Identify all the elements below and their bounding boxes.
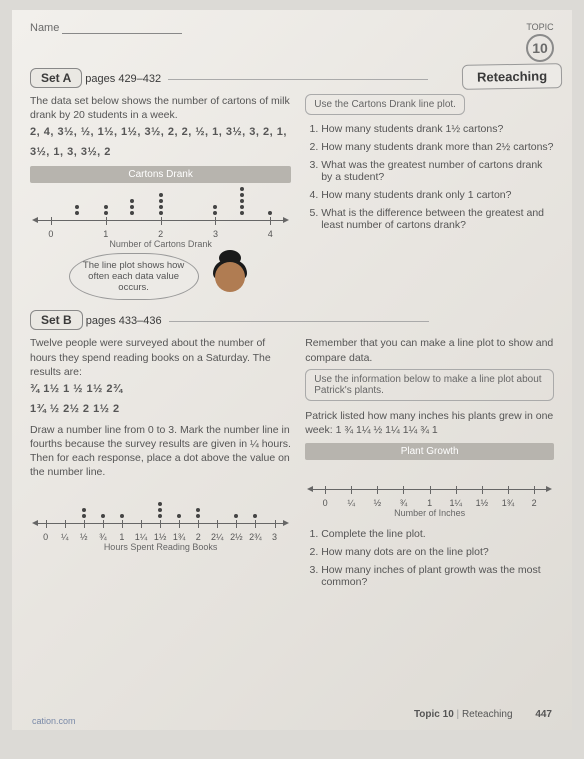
patrick-text: Patrick listed how many inches his plant… [305,409,554,437]
footer-section: Reteaching [462,709,513,720]
q-a1: How many students drank 1½ cartons? [321,123,554,135]
set-b-questions: Complete the line plot. How many dots ar… [321,528,554,588]
set-a-questions: How many students drank 1½ cartons? How … [321,123,554,231]
set-b-intro: Twelve people were surveyed about the nu… [30,336,291,379]
cartons-chart-title: Cartons Drank [30,166,291,183]
page-footer: Topic 10 | Reteaching 447 [414,709,552,720]
set-a-columns: The data set below shows the number of c… [30,94,554,300]
tick-0: 0 [48,229,53,239]
bt4: 1 [119,532,124,542]
plant-chart-title: Plant Growth [305,443,554,460]
top-row: Name TOPIC 10 [30,22,554,62]
q-b3: How many inches of plant growth was the … [321,564,554,588]
name-field: Name [30,22,182,34]
bt6: 1½ [154,532,167,542]
reteaching-tab: Reteaching [462,63,562,90]
set-a-right: Use the Cartons Drank line plot. How man… [305,94,554,300]
tick-3: 3 [213,229,218,239]
rt2: ½ [374,498,382,508]
bt0: 0 [43,532,48,542]
edu-watermark: cation.com [32,716,76,726]
bt12: 3 [272,532,277,542]
q-a3: What was the greatest number of cartons … [321,159,554,183]
set-a-data2: 3½, 1, 3, 3½, 2 [30,146,291,158]
rt6: 1½ [476,498,489,508]
remember-text: Remember that you can make a line plot t… [305,336,554,364]
set-b-columns: Twelve people were surveyed about the nu… [30,336,554,594]
bt8: 2 [196,532,201,542]
set-b-hint: Use the information below to make a line… [305,369,554,401]
avatar-icon [207,254,253,300]
q-a2: How many students drank more than 2½ car… [321,141,554,153]
q-b2: How many dots are on the line plot? [321,546,554,558]
tick-2: 2 [158,229,163,239]
topic-badge: TOPIC 10 [526,22,554,62]
cartons-line-plot: 0 1 2 3 4 [30,189,291,237]
bt1: ¼ [61,532,69,542]
set-a-label: Set A [30,68,82,88]
rt4: 1 [427,498,432,508]
set-a-intro: The data set below shows the number of c… [30,94,291,122]
set-a-pages: pages 429–432 [85,73,161,85]
bt10: 2½ [230,532,243,542]
topic-number: 10 [526,34,554,62]
set-b-left: Twelve people were surveyed about the nu… [30,336,291,594]
topic-label: TOPIC [526,22,554,32]
rt7: 1¾ [502,498,515,508]
bt7: 1¾ [173,532,186,542]
q-a5: What is the difference between the great… [321,207,554,231]
set-b-instr: Draw a number line from 0 to 3. Mark the… [30,423,291,480]
q-b1: Complete the line plot. [321,528,554,540]
cartons-axis-caption: Number of Cartons Drank [30,239,291,249]
speech-bubble: The line plot shows how often each data … [69,253,199,300]
rt3: ¾ [400,498,408,508]
set-b-label: Set B [30,310,83,330]
name-label: Name [30,22,59,34]
rt0: 0 [323,498,328,508]
set-b-right: Remember that you can make a line plot t… [305,336,554,594]
bt9: 2¼ [211,532,224,542]
set-b-row2: 1¾ ½ 2½ 2 1½ 2 [30,403,291,415]
rt5: 1¼ [449,498,462,508]
bt2: ½ [80,532,88,542]
hours-line-plot: 0 ¼ ½ ¾ 1 1¼ 1½ 1¾ 2 2¼ 2½ 2¾ 3 [30,488,291,540]
set-a-bubble-row: The line plot shows how often each data … [30,253,291,300]
set-a-data1: 2, 4, 3½, ½, 1½, 1½, 3½, 2, 2, ½, 1, 3½,… [30,126,291,138]
footer-topic: Topic 10 [414,709,454,720]
plant-axis-caption: Number of Inches [305,508,554,518]
bt3: ¾ [99,532,107,542]
bt5: 1¼ [135,532,148,542]
hours-axis-caption: Hours Spent Reading Books [30,542,291,552]
plant-line-plot: 0 ¼ ½ ¾ 1 1¼ 1½ 1¾ 2 [305,466,554,506]
set-b-pages: pages 433–436 [86,315,162,327]
bt11: 2¾ [249,532,262,542]
worksheet-page: Name TOPIC 10 Reteaching Set A pages 429… [12,10,572,730]
set-a-hint: Use the Cartons Drank line plot. [305,94,465,115]
footer-page: 447 [535,709,552,720]
tick-4: 4 [268,229,273,239]
set-b-header: Set B pages 433–436 [30,310,554,330]
rt1: ¼ [347,498,355,508]
set-a-left: The data set below shows the number of c… [30,94,291,300]
name-underline[interactable] [62,33,182,34]
set-b-row1: ¾ 1½ 1 ½ 1½ 2¾ [30,383,291,395]
rt8: 2 [532,498,537,508]
tick-1: 1 [103,229,108,239]
q-a4: How many students drank only 1 carton? [321,189,554,201]
